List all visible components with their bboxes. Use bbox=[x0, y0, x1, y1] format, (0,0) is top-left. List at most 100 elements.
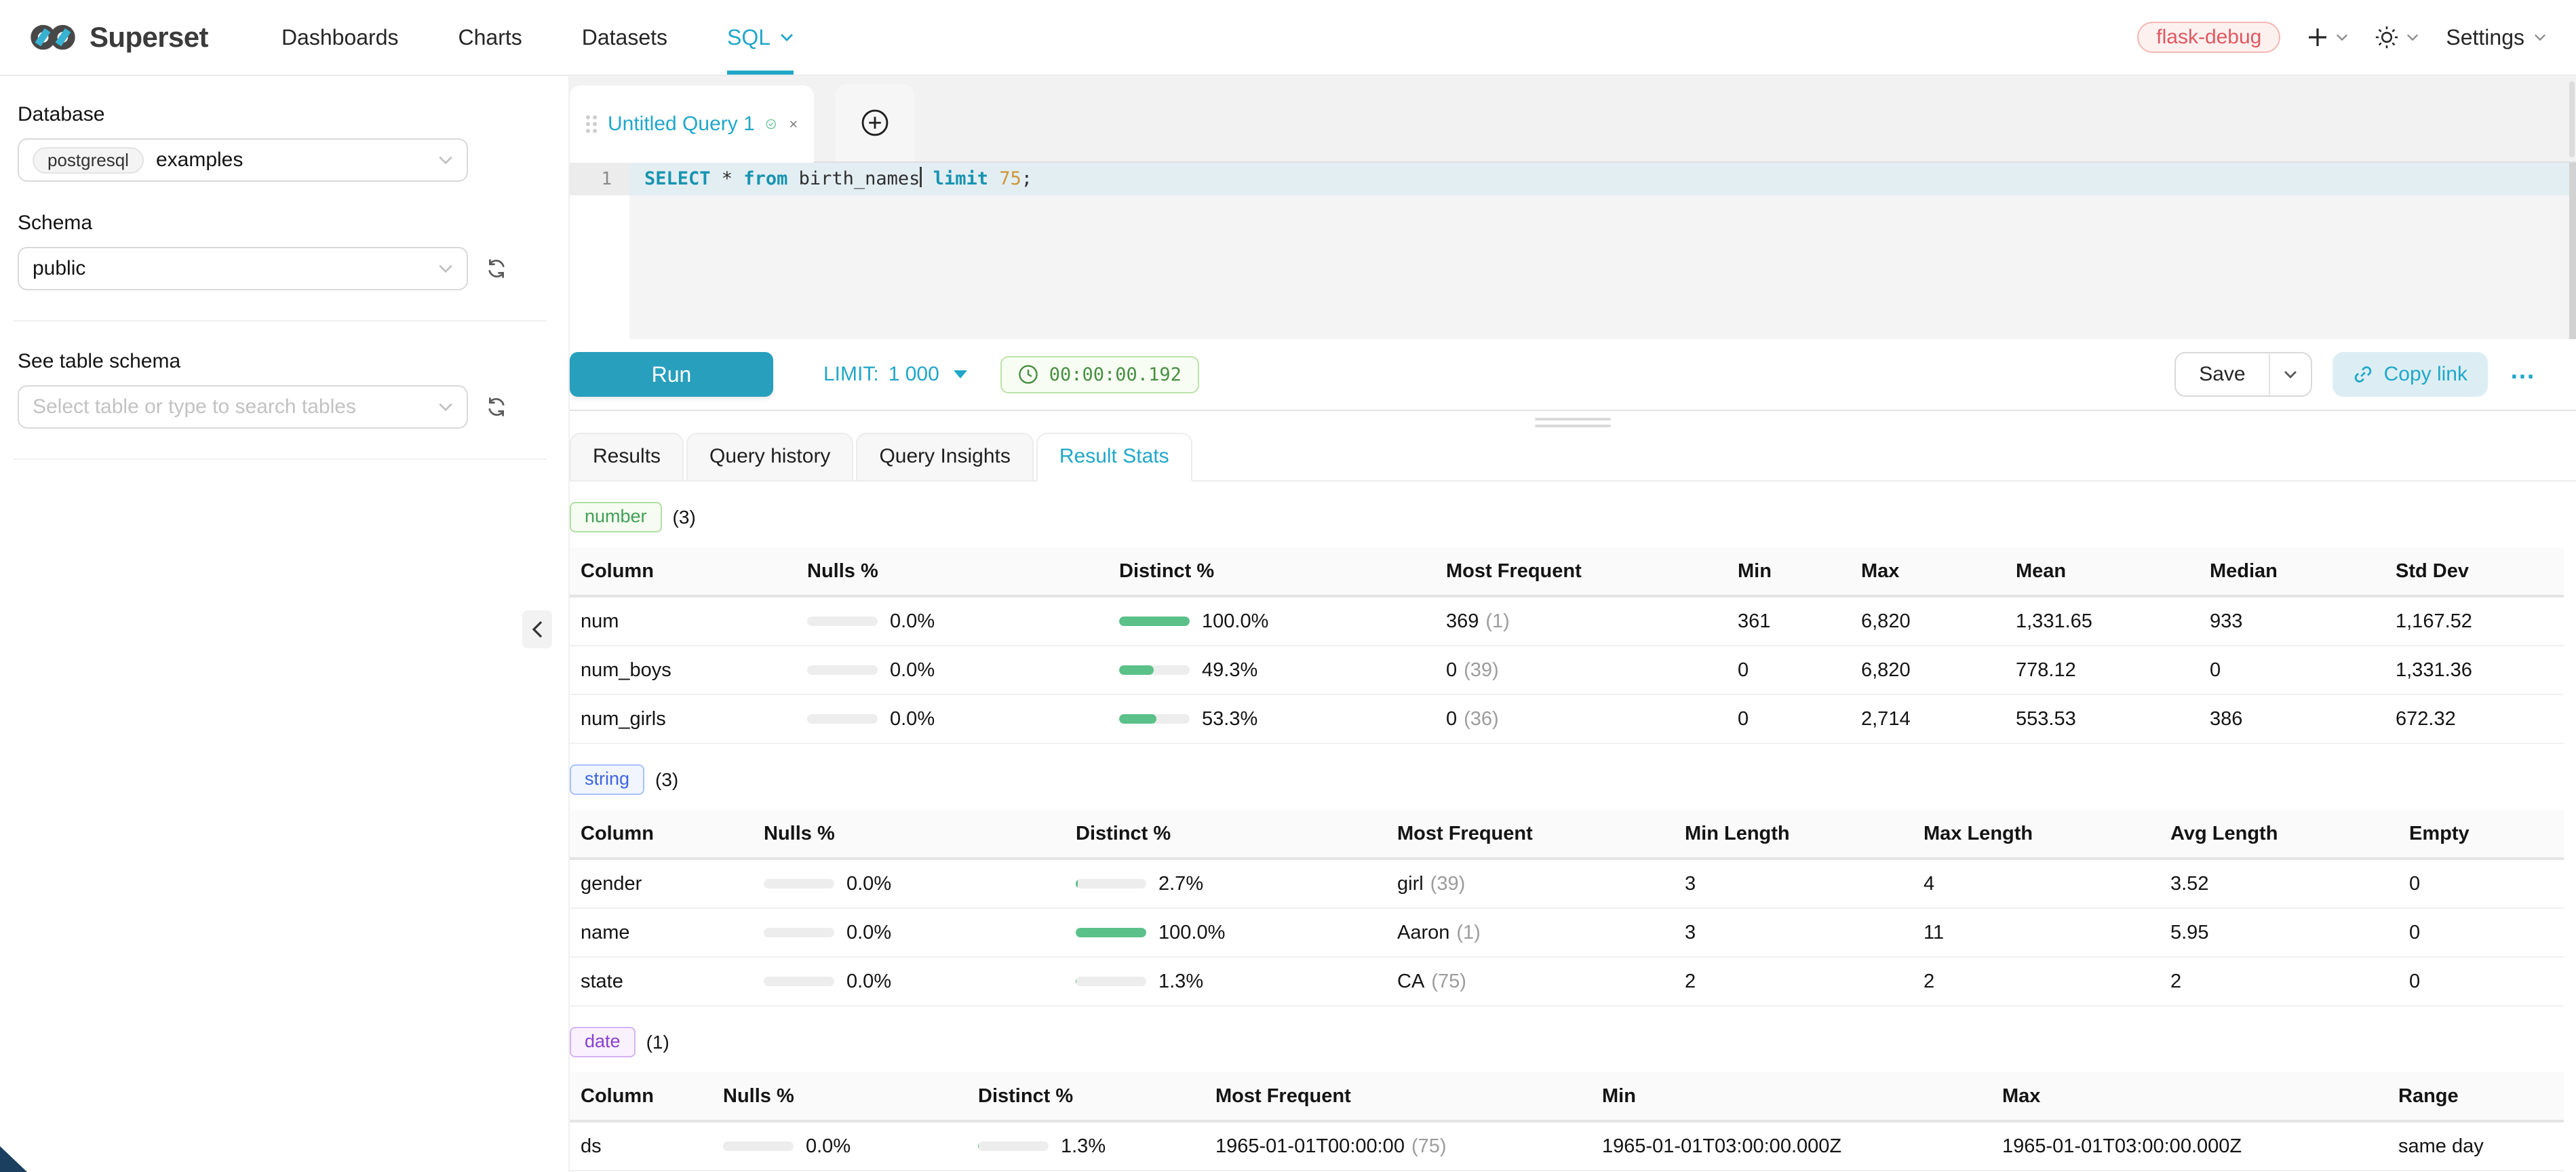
limit-dropdown[interactable]: LIMIT: 1 000 bbox=[823, 363, 968, 386]
page-scrollbar-thumb[interactable] bbox=[2569, 81, 2575, 157]
column-header: Nulls % bbox=[723, 1085, 794, 1107]
caret-down-icon bbox=[953, 370, 967, 378]
cell-most-frequent: CA (75) bbox=[1397, 970, 1466, 992]
cell-most-frequent: 369 (1) bbox=[1446, 610, 1510, 632]
column-header: Column bbox=[581, 560, 654, 582]
table-row: num_boys 0.0% 49.3% 0 (39) 0 6,820 778.12… bbox=[570, 646, 2564, 695]
progress-bar bbox=[1119, 665, 1190, 675]
cell-max: 6,820 bbox=[1861, 659, 1911, 681]
cell-min-length: 3 bbox=[1685, 872, 1696, 895]
limit-value: 1 000 bbox=[888, 363, 939, 385]
refresh-tables-button[interactable] bbox=[486, 396, 507, 418]
cell-distinct-pct: 2.7% bbox=[1065, 873, 1386, 895]
drag-grip-icon[interactable] bbox=[586, 115, 597, 133]
text-cursor bbox=[920, 167, 922, 187]
tab-results[interactable]: Results bbox=[570, 433, 684, 482]
run-button[interactable]: Run bbox=[570, 352, 773, 397]
nav-item-datasets[interactable]: Datasets bbox=[581, 24, 668, 50]
progress-bar bbox=[1119, 714, 1190, 724]
refresh-schemas-button[interactable] bbox=[486, 258, 507, 279]
cell-max-length: 2 bbox=[1924, 970, 1935, 992]
link-icon bbox=[2354, 366, 2371, 383]
save-options-button[interactable] bbox=[2268, 353, 2311, 395]
cell-range: same day bbox=[2398, 1135, 2484, 1157]
chevron-down-icon bbox=[2284, 371, 2297, 378]
schema-select[interactable]: public bbox=[18, 247, 468, 290]
sql-editor[interactable]: 1 SELECT * from birth_names limit 75; bbox=[570, 163, 2576, 339]
progress-bar bbox=[1076, 977, 1146, 986]
tab-result-stats[interactable]: Result Stats bbox=[1036, 433, 1192, 482]
nav-item-sql[interactable]: SQL bbox=[727, 0, 794, 75]
sidebar-divider bbox=[14, 320, 547, 321]
column-header: Min bbox=[1602, 1085, 1636, 1107]
more-actions-button[interactable]: … bbox=[2510, 355, 2538, 385]
close-icon[interactable] bbox=[789, 116, 798, 132]
nav-item-charts[interactable]: Charts bbox=[458, 24, 522, 50]
pane-resize-handle[interactable] bbox=[1535, 418, 1611, 427]
cell-stddev: 1,167.52 bbox=[2396, 610, 2472, 632]
cell-distinct-pct: 1.3% bbox=[1065, 971, 1386, 993]
save-button[interactable]: Save bbox=[2199, 363, 2246, 385]
stats-section-string: string (3) Column Nulls % Distinct % Mos… bbox=[570, 764, 2564, 1007]
plus-circle-icon bbox=[861, 109, 889, 136]
column-header: Empty bbox=[2409, 822, 2470, 844]
nav-right: flask-debug Settings bbox=[2137, 22, 2546, 53]
cell-min-length: 2 bbox=[1685, 970, 1696, 992]
table-row: num 0.0% 100.0% 369 (1) 361 6,820 1,331.6… bbox=[570, 598, 2564, 646]
editor-scrollbar[interactable] bbox=[2569, 163, 2576, 339]
column-header: Std Dev bbox=[2396, 560, 2469, 582]
cell-distinct-pct: 100.0% bbox=[1065, 922, 1386, 944]
chevron-down-icon bbox=[781, 34, 794, 41]
column-header: Max bbox=[2002, 1085, 2041, 1107]
table-row: ds 0.0% 1.3% 1965-01-01T00:00:00 (75) 196… bbox=[570, 1122, 2564, 1171]
table-select[interactable]: Select table or type to search tables bbox=[18, 385, 468, 429]
tab-query-history[interactable]: Query history bbox=[686, 433, 854, 482]
cell-distinct-pct: 100.0% bbox=[1108, 610, 1435, 633]
database-engine-tag: postgresql bbox=[33, 146, 144, 174]
cell-distinct-pct: 49.3% bbox=[1108, 659, 1435, 682]
column-header: Most Frequent bbox=[1397, 822, 1533, 844]
column-header: Distinct % bbox=[1076, 822, 1171, 844]
type-count: (1) bbox=[646, 1031, 669, 1053]
tab-query-insights[interactable]: Query Insights bbox=[856, 433, 1034, 482]
column-header: Min Length bbox=[1685, 822, 1790, 844]
timer-value: 00:00:00.192 bbox=[1049, 364, 1182, 385]
query-tab-untitled-query-1[interactable]: Untitled Query 1 bbox=[570, 85, 814, 163]
sql-keyword: limit bbox=[922, 168, 988, 189]
column-header: Median bbox=[2210, 560, 2278, 582]
new-menu[interactable] bbox=[2307, 27, 2348, 47]
database-select[interactable]: postgresql examples bbox=[18, 138, 468, 182]
schema-value: public bbox=[33, 257, 86, 279]
sql-statement: SELECT * from birth_names limit 75; bbox=[629, 163, 2576, 195]
cell-distinct-pct: 1.3% bbox=[967, 1135, 1205, 1158]
new-query-tab-button[interactable] bbox=[836, 84, 914, 161]
superset-logo[interactable]: Superset bbox=[30, 21, 209, 54]
cell-column: name bbox=[581, 921, 630, 943]
active-line-highlight bbox=[629, 163, 2576, 195]
settings-menu[interactable]: Settings bbox=[2446, 25, 2546, 50]
result-stats-content: number (3) Column Nulls % Distinct % Mos… bbox=[570, 482, 2576, 1172]
sqllab-main: Untitled Query 1 1 SELECT * bbox=[570, 76, 2576, 1172]
cell-median: 0 bbox=[2210, 659, 2221, 681]
collapse-sidebar-button[interactable] bbox=[522, 610, 552, 648]
progress-bar bbox=[807, 714, 878, 724]
nav-item-dashboards[interactable]: Dashboards bbox=[281, 24, 399, 50]
theme-menu[interactable] bbox=[2375, 26, 2419, 49]
copy-link-button[interactable]: Copy link bbox=[2332, 352, 2488, 397]
cell-max: 1965-01-01T03:00:00.000Z bbox=[2002, 1135, 2242, 1157]
type-count: (3) bbox=[655, 768, 679, 790]
table-row: num_girls 0.0% 53.3% 0 (36) 0 2,714 553.5… bbox=[570, 695, 2564, 744]
cell-max-length: 4 bbox=[1924, 872, 1935, 895]
editor-gutter: 1 bbox=[570, 163, 629, 339]
sql-keyword: SELECT bbox=[644, 168, 711, 189]
cell-median: 386 bbox=[2210, 707, 2243, 730]
column-header: Column bbox=[581, 1085, 654, 1107]
number-stats-table: Column Nulls % Distinct % Most Frequent … bbox=[570, 547, 2564, 744]
query-timer: 00:00:00.192 bbox=[1000, 355, 1199, 393]
cell-empty: 0 bbox=[2409, 872, 2421, 895]
chevron-down-icon bbox=[439, 403, 452, 412]
cell-avg-length: 3.52 bbox=[2170, 872, 2209, 895]
editor-code-area[interactable]: SELECT * from birth_names limit 75; bbox=[629, 163, 2576, 339]
editor-toolbar: Run LIMIT: 1 000 00:00:00.192 Save bbox=[570, 339, 2576, 411]
